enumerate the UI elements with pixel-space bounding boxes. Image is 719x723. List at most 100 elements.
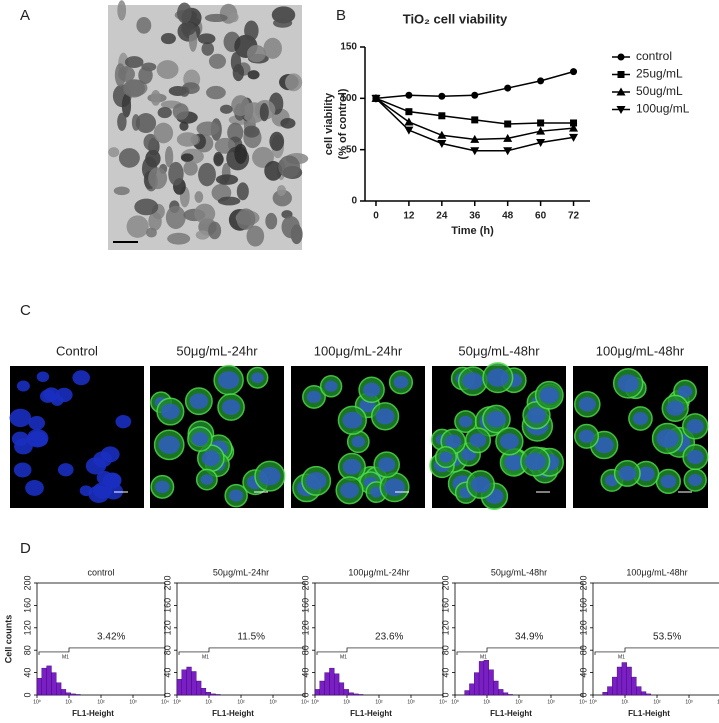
nucleus (687, 450, 704, 465)
histogram-bar (319, 680, 325, 696)
y-axis-label: cell viability (323, 92, 335, 155)
particle (113, 186, 130, 196)
marker (371, 94, 381, 103)
nucleus (103, 483, 124, 500)
particle (231, 95, 250, 117)
x-tick-label: 0 (373, 211, 379, 222)
x-axis-label: FL1-Height (628, 709, 670, 718)
y-tick-label: 200 (300, 575, 310, 590)
particle (126, 215, 149, 238)
particle (118, 148, 140, 168)
marker (438, 92, 446, 100)
nucleus (539, 387, 559, 404)
gate-marker (594, 647, 719, 655)
particle (194, 203, 216, 224)
gate-label: M1 (202, 654, 209, 660)
particle (125, 56, 144, 69)
histogram-bar (215, 694, 221, 696)
x-tick-label: 48 (502, 211, 514, 222)
histogram-bar (65, 692, 71, 696)
y-tick-label: 200 (440, 575, 450, 590)
nucleus (660, 474, 677, 489)
y-tick-label: 160 (578, 598, 588, 613)
nucleus (578, 397, 596, 412)
x-tick-label: 10¹ (483, 699, 491, 705)
nucleus (259, 466, 281, 486)
x-tick-label: 10⁰ (173, 699, 181, 705)
particle (213, 151, 224, 167)
histogram-bar (329, 667, 335, 696)
legend-marker (617, 71, 625, 78)
y-tick-label: 0 (578, 692, 588, 697)
nucleus (686, 419, 704, 434)
particle (168, 161, 184, 186)
nucleus (363, 382, 381, 398)
particle (160, 32, 176, 45)
histogram-bar (196, 680, 202, 696)
histogram-bar (636, 686, 642, 696)
x-tick-label: 10³ (547, 699, 555, 705)
particle (123, 79, 146, 98)
particle (148, 167, 168, 190)
caption: 100μg/mL-24hr (314, 343, 403, 358)
histogram-bar (488, 669, 494, 696)
x-tick-label: 10¹ (205, 699, 213, 705)
nucleus (487, 368, 509, 387)
histogram-bar (478, 661, 485, 696)
marker (570, 68, 578, 76)
particle (180, 153, 194, 162)
particle (215, 174, 239, 185)
y-tick-label: 100 (340, 93, 357, 104)
particle (157, 106, 172, 119)
marker (437, 130, 447, 139)
marker (438, 112, 446, 120)
histogram-bar (483, 660, 489, 696)
particle (234, 143, 248, 164)
nucleus (100, 446, 120, 463)
gate-percent: 34.9% (515, 632, 543, 643)
x-tick-label: 10⁰ (589, 699, 597, 705)
histogram-bar (616, 666, 623, 696)
gate-label: M1 (618, 654, 625, 660)
caption: Control (56, 343, 98, 358)
particle (143, 133, 158, 151)
legend-label: 50ug/mL (636, 84, 683, 98)
nucleus (218, 371, 240, 390)
particle (179, 86, 190, 97)
histogram-title: control (87, 567, 114, 577)
histogram-bar (200, 688, 207, 696)
x-tick-label: 10⁴ (579, 699, 587, 705)
nucleus (13, 462, 32, 478)
particle (236, 208, 256, 230)
gate-percent: 3.42% (97, 632, 125, 643)
histogram-bar (602, 692, 608, 696)
caption: 100μg/mL-48hr (596, 343, 685, 358)
histogram-bar (176, 679, 182, 696)
y-tick-label: 120 (22, 620, 32, 635)
nucleus (201, 450, 220, 466)
x-tick-label: 10³ (407, 699, 415, 705)
histogram-bar (75, 694, 81, 696)
histogram-bar (314, 689, 320, 696)
x-tick-label: 10⁴ (439, 699, 447, 705)
micrograph (291, 366, 425, 508)
histogram-bar (56, 682, 62, 696)
nucleus (229, 489, 244, 502)
y-axis-label: (% of control) (337, 88, 349, 159)
particle (150, 89, 161, 106)
x-tick-label: 12 (403, 211, 415, 222)
nucleus (55, 387, 73, 403)
histogram-bar (210, 693, 216, 696)
nucleus (656, 429, 679, 448)
particle (181, 22, 196, 36)
nucleus (462, 372, 483, 390)
histogram-title: 100μg/mL-24hr (348, 567, 409, 577)
gate-label: M1 (480, 654, 487, 660)
histogram-bar (334, 673, 340, 696)
histogram-bar (502, 692, 509, 696)
histogram-bar (181, 669, 187, 696)
particle (176, 132, 199, 147)
y-tick-label: 80 (162, 645, 172, 655)
nucleus (524, 452, 546, 471)
nucleus (25, 479, 44, 496)
